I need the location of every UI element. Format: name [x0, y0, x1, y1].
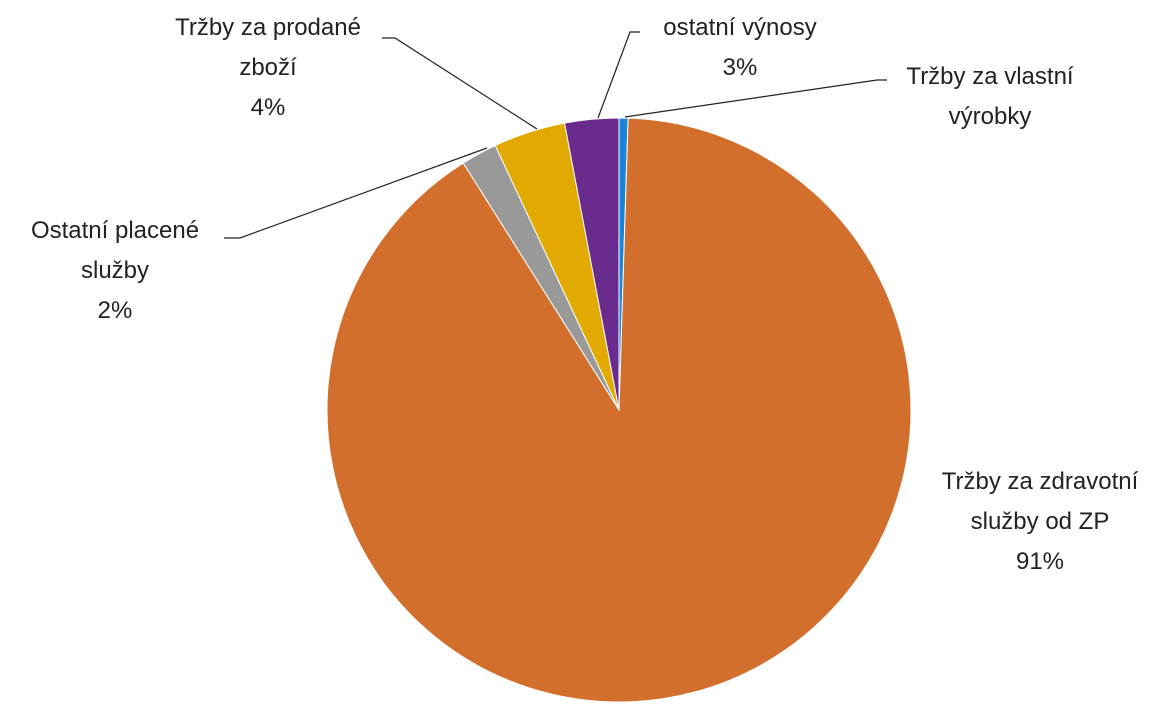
value-label: 3%	[722, 54, 758, 81]
pie-slice	[563, 117, 620, 411]
slice-label: Ostatní placené služby 2%	[0, 211, 230, 331]
value-label: 2%	[97, 297, 133, 324]
leader-line	[597, 31, 640, 119]
pie-slice	[326, 117, 912, 703]
category-label: Ostatní placené služby	[30, 217, 200, 284]
leader-line	[382, 37, 538, 130]
category-label: Tržby za prodané zboží	[175, 14, 361, 81]
category-label: Tržby za zdravotní služby od ZP	[941, 468, 1139, 535]
slice-label: Tržby za vlastní výrobky	[880, 57, 1100, 137]
slice-label: Tržby za prodané zboží 4%	[148, 8, 388, 128]
value-label: 4%	[250, 94, 286, 121]
category-label: ostatní výnosy	[663, 14, 817, 41]
slice-label: Tržby za zdravotní služby od ZP 91%	[920, 462, 1160, 582]
slice-label: ostatní výnosy 3%	[630, 8, 850, 88]
leader-line	[624, 79, 887, 118]
value-label: 91%	[1015, 548, 1065, 575]
category-label: Tržby za vlastní výrobky	[906, 63, 1074, 130]
leader-line	[224, 147, 488, 239]
